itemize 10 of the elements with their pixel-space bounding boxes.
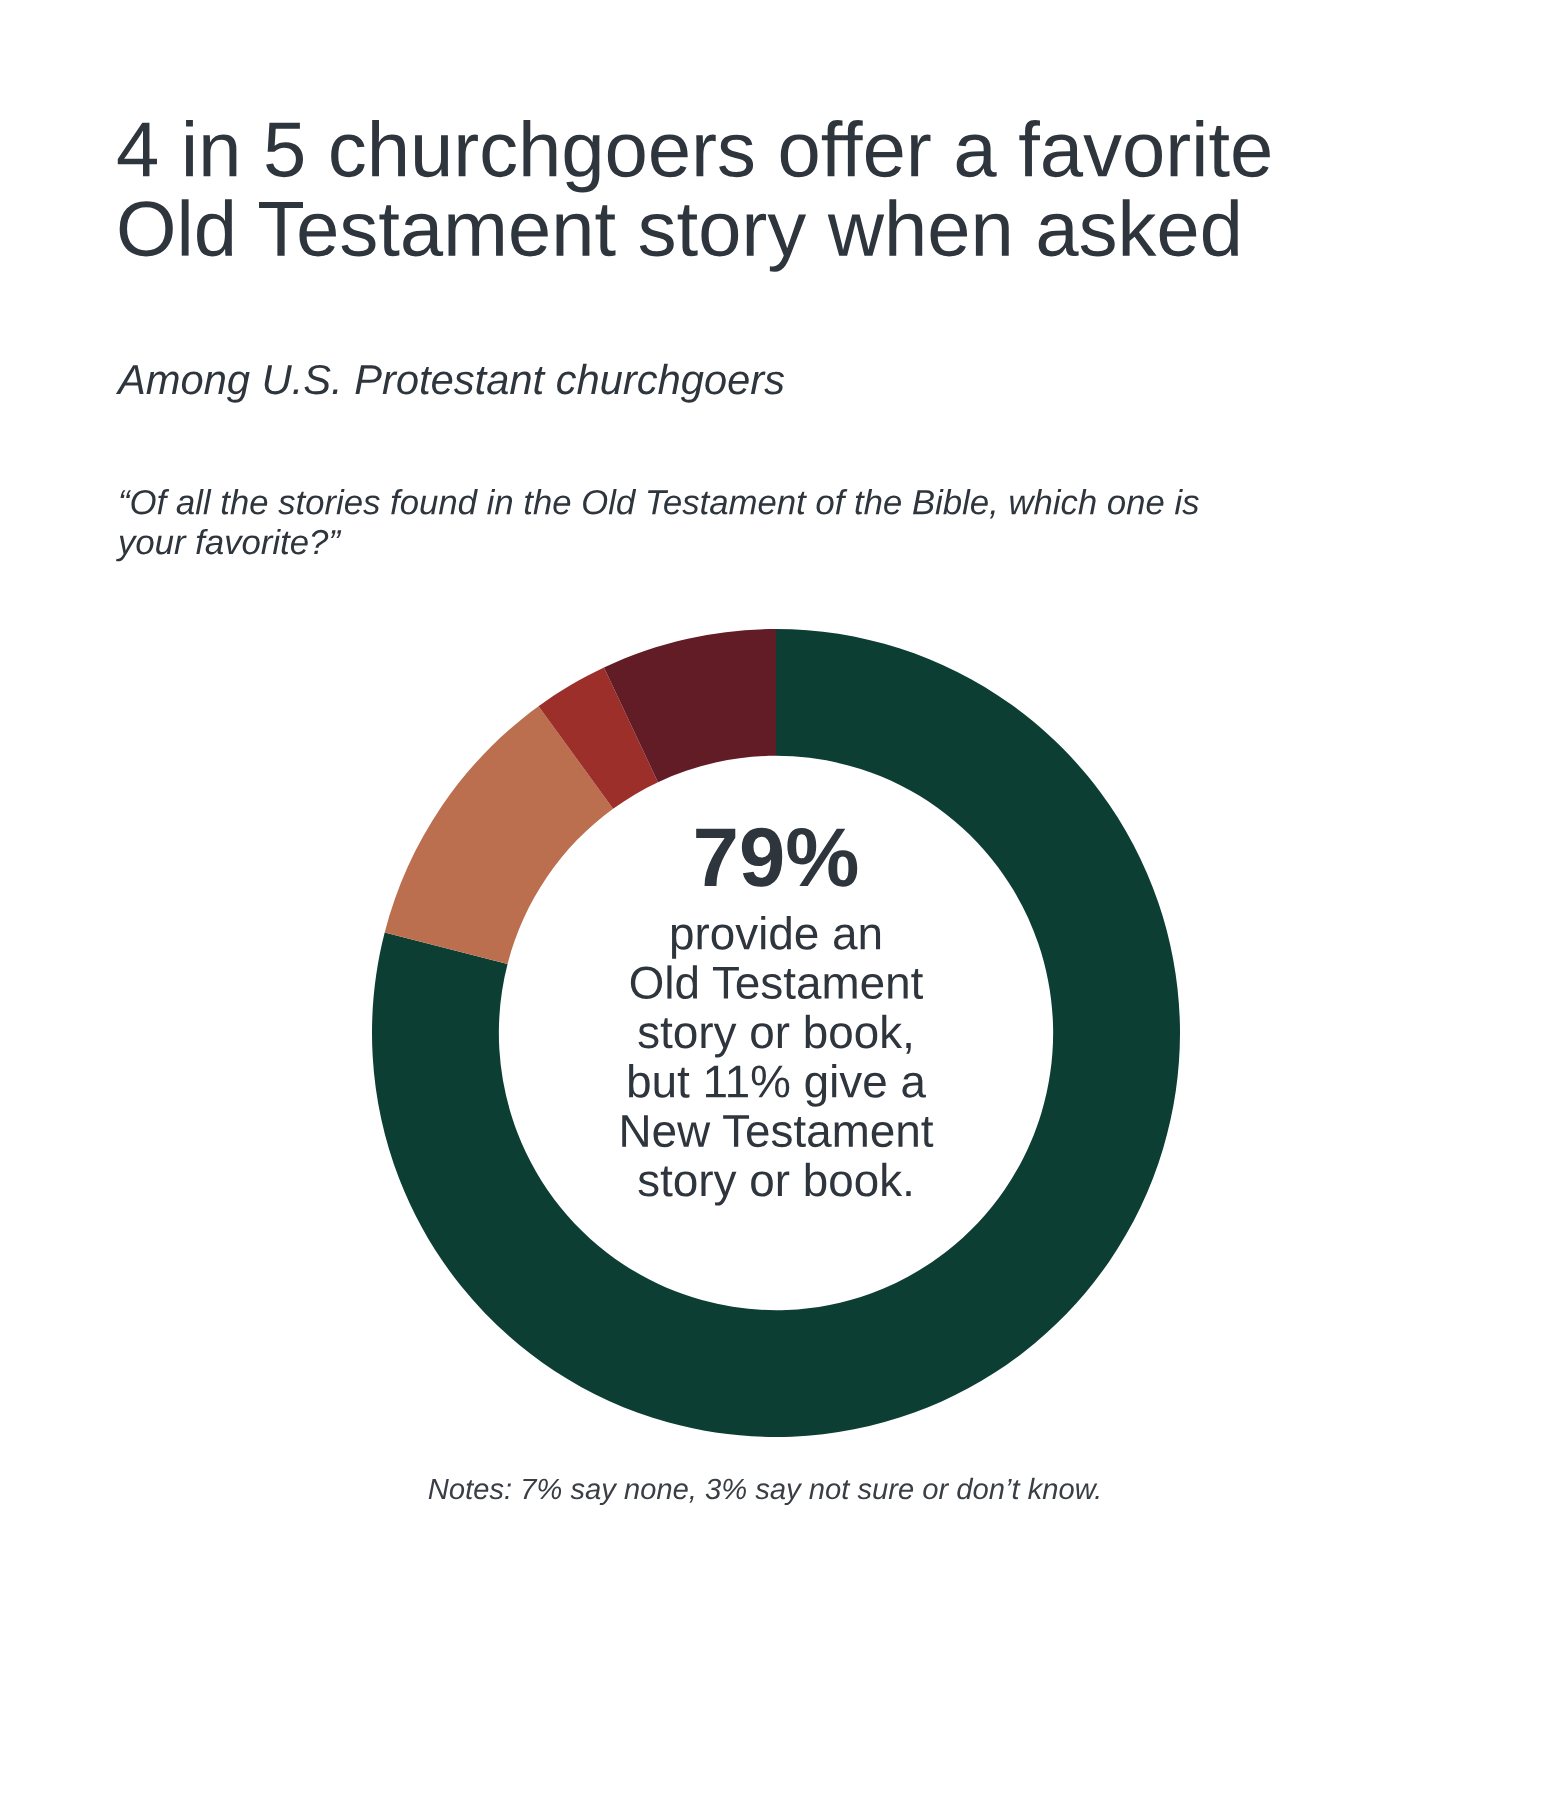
chart-subtitle: Among U.S. Protestant churchgoers	[115, 363, 785, 403]
text: Notes: 7% say none, 3% say not sure or don’t know.	[428, 1477, 1099, 1506]
text: “Of all the stories found in the Old Testament of the Bible, which one is your favorite?”	[116, 489, 1199, 562]
text: 79%	[696, 827, 858, 887]
donut-slice	[603, 629, 776, 783]
chart-title: 4 in 5 churchgoers offer a favorite Old Testament story when asked	[117, 120, 1270, 272]
donut-slice	[372, 629, 1180, 1437]
donut-slice	[538, 667, 658, 809]
text: provide an Old Testament story or book, but 11% give a New Testament story or book.	[622, 916, 934, 1206]
donut-slice	[384, 706, 614, 965]
